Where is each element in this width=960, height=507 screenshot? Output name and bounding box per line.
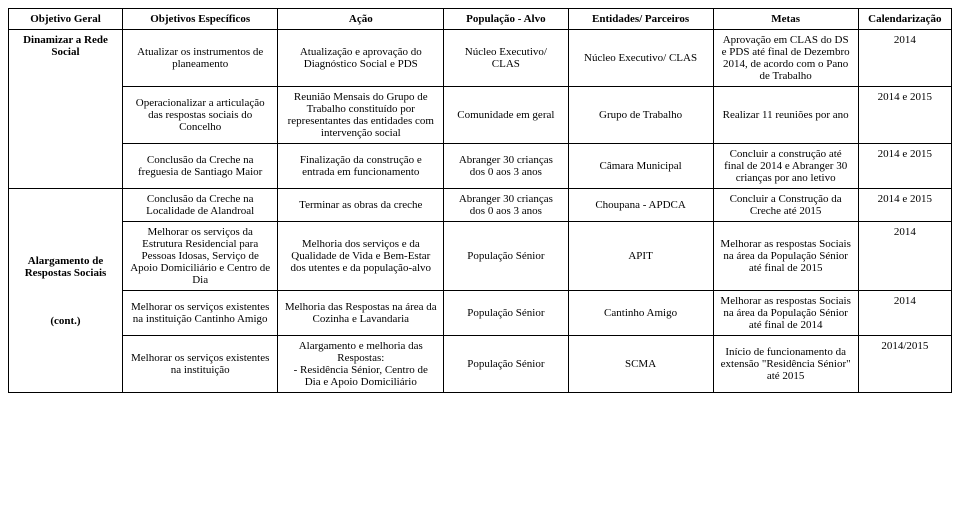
cell-oe: Atualizar os instrumentos de planeamento [122, 30, 277, 87]
cell-ac: Finalização da construção e entrada em f… [278, 144, 444, 189]
cell-pa: Comunidade em geral [444, 87, 568, 144]
header-entidades-parceiros: Entidades/ Parceiros [568, 9, 713, 30]
table-row: Operacionalizar a articulação das respos… [9, 87, 952, 144]
table-row: Dinamizar a Rede Social Atualizar os ins… [9, 30, 952, 87]
cell-ac: Melhoria dos serviços e da Qualidade de … [278, 222, 444, 291]
cell-me: Melhorar as respostas Sociais na área da… [713, 222, 858, 291]
cell-objetivo-geral-1: Dinamizar a Rede Social [9, 30, 123, 189]
cell-ep: Cantinho Amigo [568, 291, 713, 336]
cell-ep: Câmara Municipal [568, 144, 713, 189]
cell-ca: 2014 e 2015 [858, 87, 951, 144]
cell-oe: Melhorar os serviços existentes na insti… [122, 336, 277, 393]
cell-me: Início de funcionamento da extensão "Res… [713, 336, 858, 393]
cell-ca: 2014 [858, 291, 951, 336]
cell-pa: Abranger 30 crianças dos 0 aos 3 anos [444, 189, 568, 222]
cell-ac: Reunião Mensais do Grupo de Trabalho con… [278, 87, 444, 144]
cell-me: Realizar 11 reuniões por ano [713, 87, 858, 144]
header-objetivo-geral: Objetivo Geral [9, 9, 123, 30]
table-header-row: Objetivo Geral Objetivos Específicos Açã… [9, 9, 952, 30]
cell-ac: Alargamento e melhoria das Respostas: - … [278, 336, 444, 393]
cell-ca: 2014 [858, 30, 951, 87]
cell-pa: População Sénior [444, 291, 568, 336]
table-row: Conclusão da Creche na freguesia de Sant… [9, 144, 952, 189]
table-row: Melhorar os serviços da Estrutura Reside… [9, 222, 952, 291]
cell-ep: Núcleo Executivo/ CLAS [568, 30, 713, 87]
cell-ca: 2014/2015 [858, 336, 951, 393]
cell-me: Aprovação em CLAS do DS e PDS até final … [713, 30, 858, 87]
header-populacao-alvo: População - Alvo [444, 9, 568, 30]
cell-oe: Conclusão da Creche na Localidade de Ala… [122, 189, 277, 222]
cell-ep: APIT [568, 222, 713, 291]
rowhead-dinamizar: Dinamizar a Rede Social [23, 34, 108, 58]
cell-pa: População Sénior [444, 336, 568, 393]
cell-pa: Núcleo Executivo/ CLAS [444, 30, 568, 87]
cell-ep: Grupo de Trabalho [568, 87, 713, 144]
header-objetivos-especificos: Objetivos Específicos [122, 9, 277, 30]
cell-ca: 2014 e 2015 [858, 189, 951, 222]
cell-oe: Conclusão da Creche na freguesia de Sant… [122, 144, 277, 189]
cell-me: Melhorar as respostas Sociais na área da… [713, 291, 858, 336]
header-metas: Metas [713, 9, 858, 30]
table-row: Melhorar os serviços existentes na insti… [9, 291, 952, 336]
table-row: Melhorar os serviços existentes na insti… [9, 336, 952, 393]
cell-pa: População Sénior [444, 222, 568, 291]
cell-ca: 2014 [858, 222, 951, 291]
cell-ca: 2014 e 2015 [858, 144, 951, 189]
cell-me: Concluir a construção até final de 2014 … [713, 144, 858, 189]
cell-objetivo-geral-2: Alargamento de Respostas Sociais (cont.) [9, 189, 123, 393]
cell-oe: Melhorar os serviços da Estrutura Reside… [122, 222, 277, 291]
header-acao: Ação [278, 9, 444, 30]
cell-ep: SCMA [568, 336, 713, 393]
cell-oe: Melhorar os serviços existentes na insti… [122, 291, 277, 336]
cell-ac: Melhoria das Respostas na área da Cozinh… [278, 291, 444, 336]
cell-ep: Choupana - APDCA [568, 189, 713, 222]
header-calendarizacao: Calendarização [858, 9, 951, 30]
cell-me: Concluir a Construção da Creche até 2015 [713, 189, 858, 222]
cell-ac: Terminar as obras da creche [278, 189, 444, 222]
plan-table: Objetivo Geral Objetivos Específicos Açã… [8, 8, 952, 393]
rowhead-alargamento: Alargamento de Respostas Sociais (cont.) [25, 255, 107, 327]
cell-pa: Abranger 30 crianças dos 0 aos 3 anos [444, 144, 568, 189]
cell-ac: Atualização e aprovação do Diagnóstico S… [278, 30, 444, 87]
cell-oe: Operacionalizar a articulação das respos… [122, 87, 277, 144]
table-row: Alargamento de Respostas Sociais (cont.)… [9, 189, 952, 222]
